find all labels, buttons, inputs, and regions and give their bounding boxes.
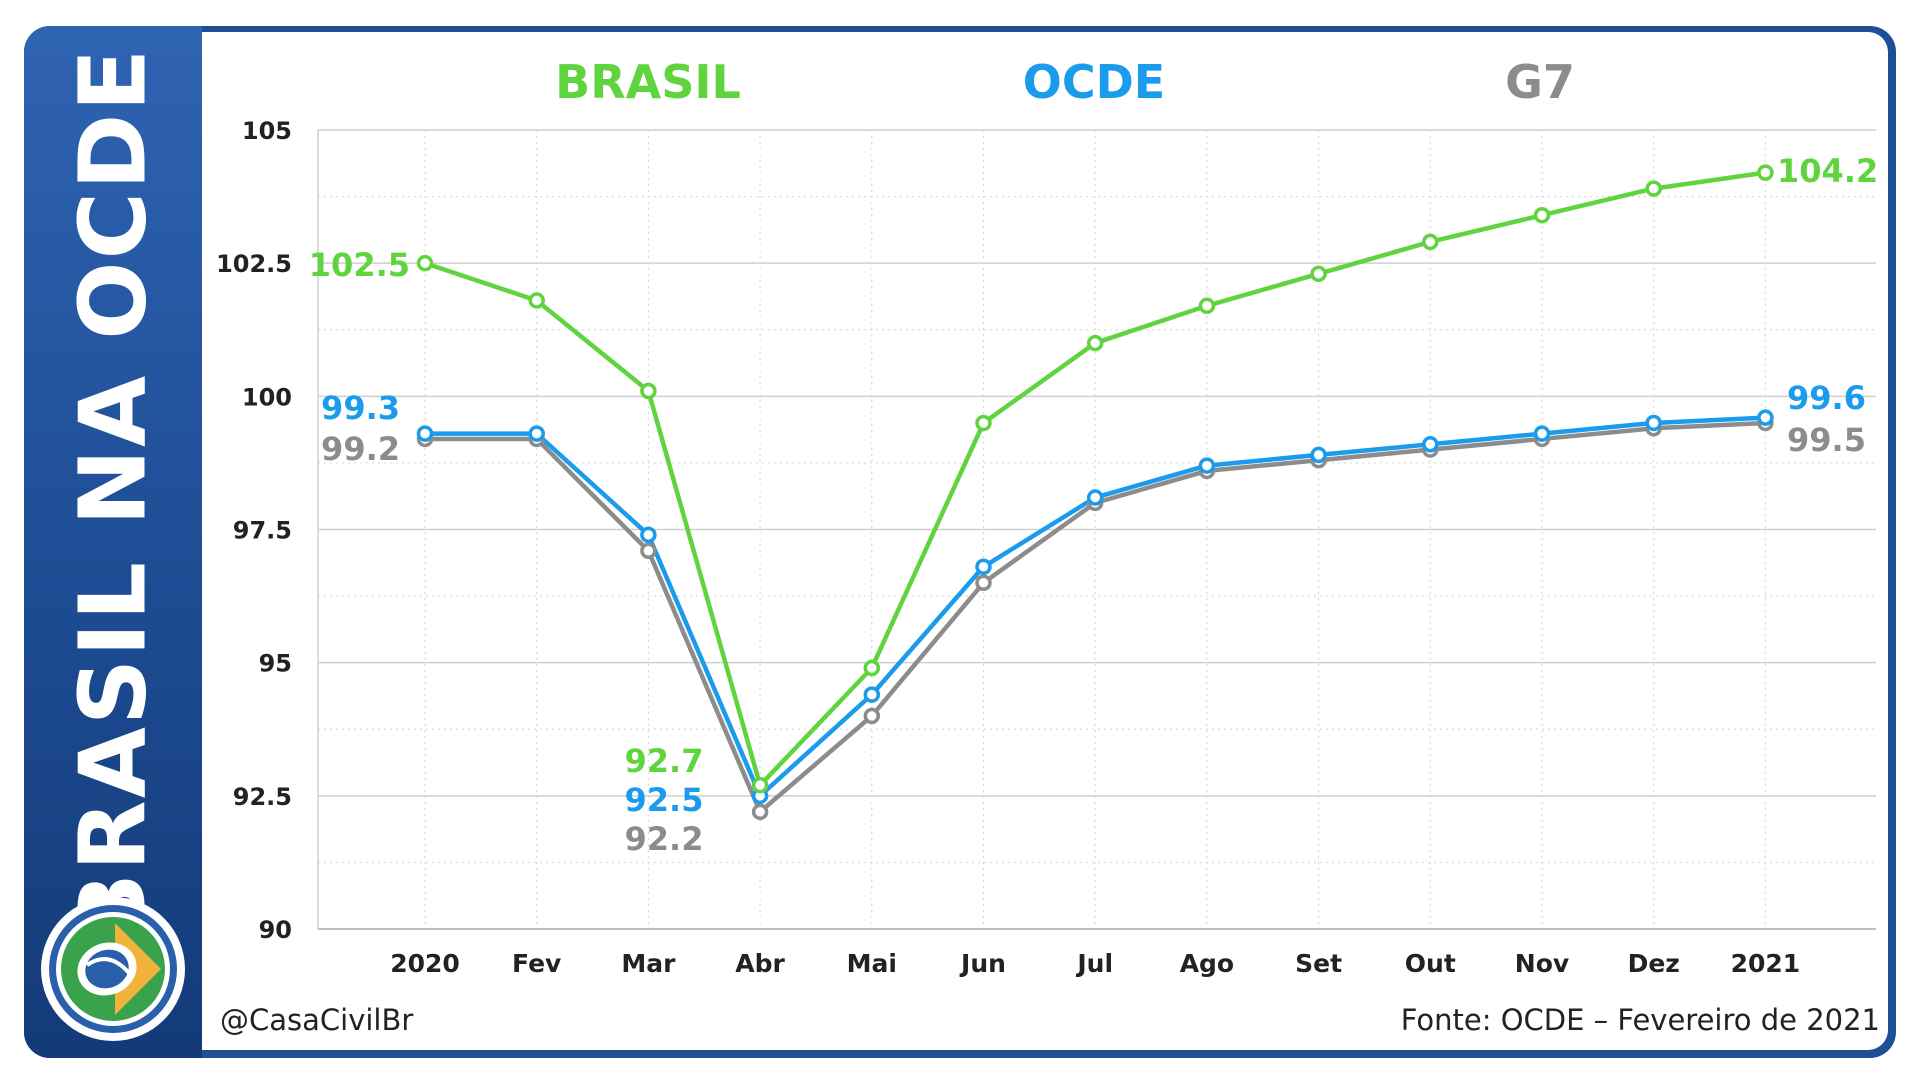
legend-brasil: BRASIL <box>555 55 741 109</box>
x-tick-label: Jun <box>959 949 1006 978</box>
data-point-brasil <box>1422 233 1439 251</box>
data-point-brasil <box>863 659 881 677</box>
data-point-brasil <box>1757 164 1774 181</box>
data-point-ocde <box>1086 489 1104 506</box>
data-point-brasil <box>1198 297 1216 315</box>
data-point-ocde <box>1645 414 1662 432</box>
data-point-g7 <box>863 707 881 725</box>
data-point-brasil <box>1645 180 1662 197</box>
data-point-ocde <box>1757 409 1774 426</box>
footer-handle: @CasaCivilBr <box>220 1003 414 1037</box>
data-point-ocde <box>975 558 992 576</box>
data-point-ocde <box>1310 446 1327 464</box>
data-point-g7 <box>751 803 769 821</box>
y-tick-label: 92.5 <box>233 783 292 811</box>
data-point-brasil <box>640 382 657 400</box>
legend-ocde: OCDE <box>1023 55 1165 109</box>
footer-source: Fonte: OCDE – Fevereiro de 2021 <box>1400 1003 1880 1037</box>
data-point-g7 <box>640 542 657 560</box>
x-tick-label: Ago <box>1180 949 1234 978</box>
data-label-brasil: 92.7 <box>625 742 704 780</box>
y-tick-label: 95 <box>259 650 292 678</box>
data-label-g7: 99.5 <box>1787 421 1866 459</box>
casa-civil-logo-icon <box>41 897 185 1041</box>
series-line-ocde <box>425 415 1766 799</box>
y-tick-label: 90 <box>259 916 292 944</box>
x-tick-label: Set <box>1295 949 1342 978</box>
data-point-ocde <box>416 425 434 442</box>
x-tick-label: Mai <box>847 949 897 978</box>
y-tick-label: 105 <box>242 117 292 145</box>
x-tick-label: Out <box>1405 949 1456 978</box>
data-point-brasil <box>1533 206 1551 224</box>
data-point-brasil <box>1310 265 1327 283</box>
sidebar <box>24 26 202 1058</box>
data-point-g7 <box>975 574 992 592</box>
x-tick-label: Fev <box>512 949 561 978</box>
x-tick-label: 2020 <box>390 949 460 978</box>
y-tick-label: 97.5 <box>233 517 292 545</box>
data-point-brasil <box>751 776 769 794</box>
data-point-ocde <box>863 686 881 703</box>
data-label-g7: 92.2 <box>625 820 704 858</box>
data-label-ocde: 92.5 <box>625 781 704 819</box>
legend-g7: G7 <box>1505 55 1575 109</box>
y-tick-label: 100 <box>242 383 292 411</box>
data-label-ocde: 99.3 <box>321 389 400 427</box>
data-point-brasil <box>975 414 992 432</box>
data-label-brasil: 104.2 <box>1777 152 1878 190</box>
data-point-brasil <box>1086 334 1104 352</box>
data-label-ocde: 99.6 <box>1787 379 1866 417</box>
data-point-ocde <box>1533 425 1551 442</box>
data-point-brasil <box>416 254 434 272</box>
x-tick-label: Jul <box>1075 949 1113 978</box>
x-tick-label: Nov <box>1515 949 1569 978</box>
y-tick-label: 102.5 <box>216 250 292 278</box>
data-point-brasil <box>528 292 545 309</box>
x-tick-label: Abr <box>735 949 785 978</box>
data-label-g7: 99.2 <box>321 430 400 468</box>
data-point-ocde <box>1422 436 1439 453</box>
data-point-ocde <box>640 526 657 544</box>
x-tick-label: Dez <box>1628 949 1680 978</box>
data-point-ocde <box>528 425 545 442</box>
data-label-brasil: 102.5 <box>309 246 410 284</box>
x-tick-label: Mar <box>621 949 676 978</box>
data-point-ocde <box>1198 457 1216 474</box>
x-tick-label: 2021 <box>1731 949 1801 978</box>
